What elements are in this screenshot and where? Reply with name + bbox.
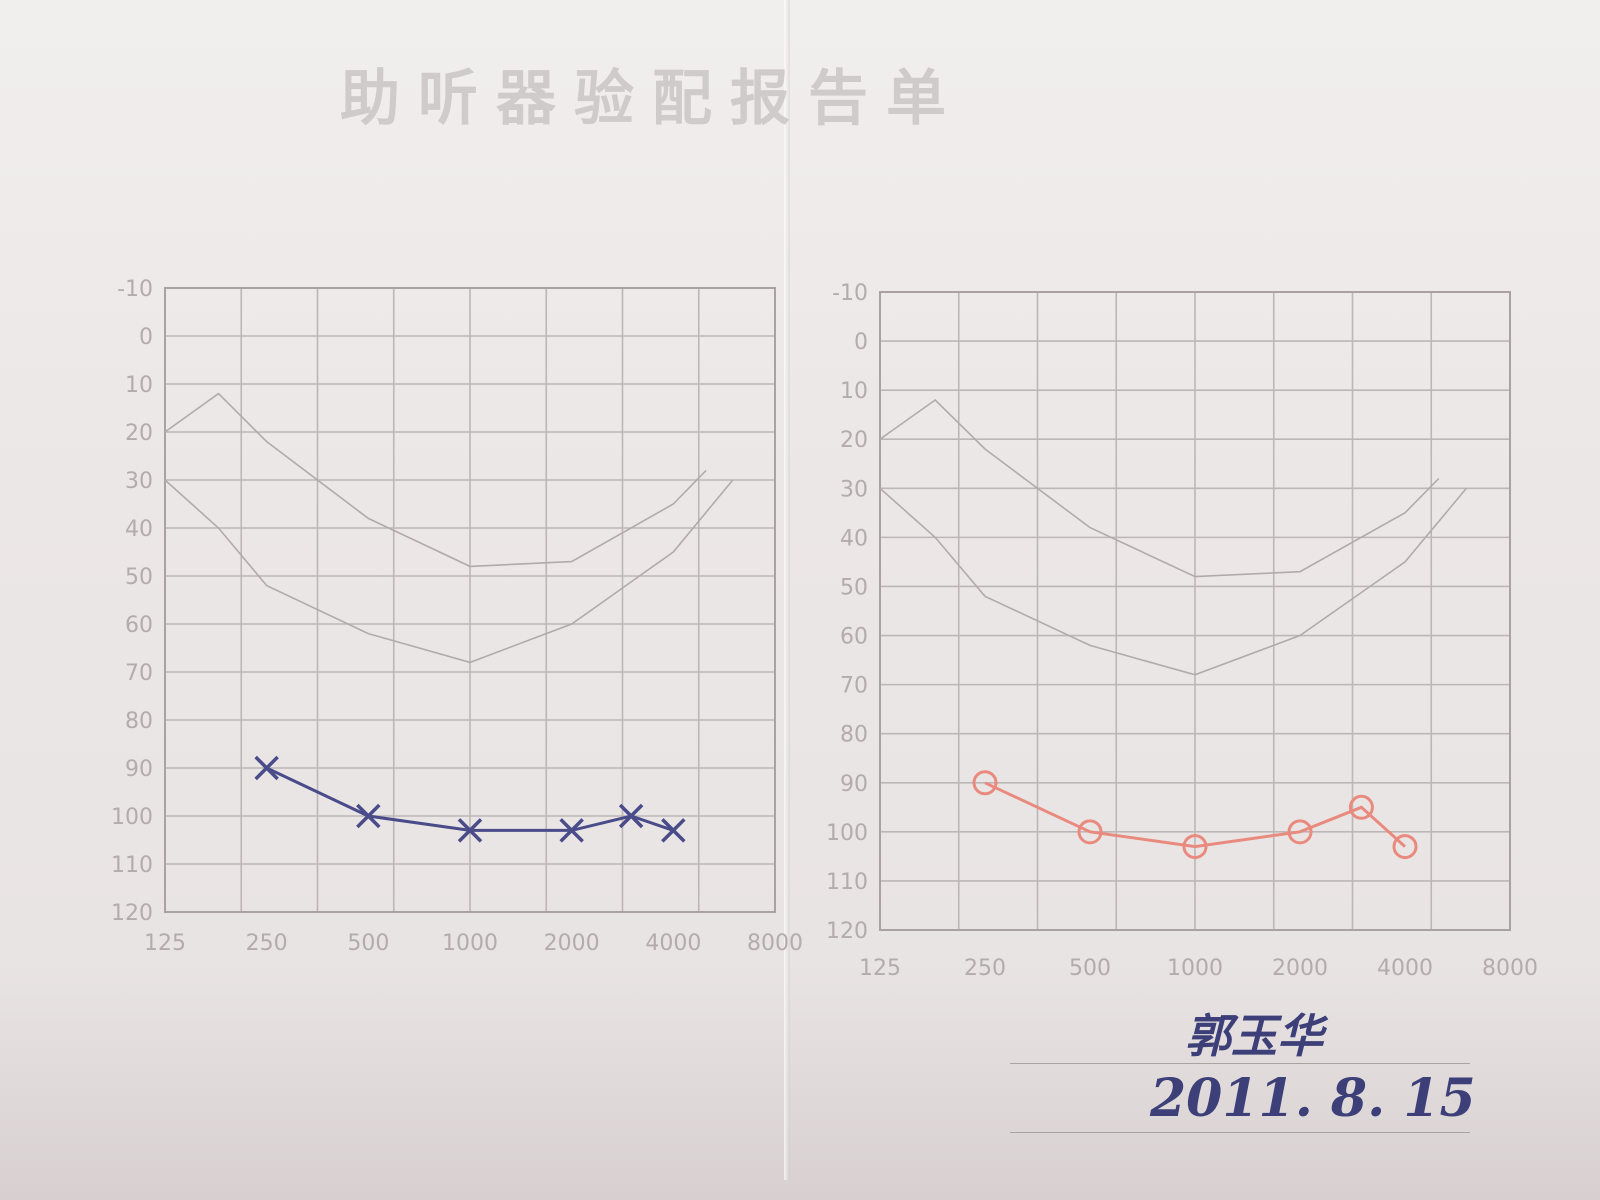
data-point-o xyxy=(972,770,998,796)
y-tick-label: 60 xyxy=(840,625,868,650)
y-tick-label: 80 xyxy=(840,723,868,748)
x-tick-label: 500 xyxy=(347,931,389,956)
data-point-x xyxy=(661,818,686,843)
chart-frame xyxy=(879,291,1511,931)
data-point-x xyxy=(356,803,381,829)
data-point-o xyxy=(1348,794,1374,820)
y-tick-label: 50 xyxy=(840,575,868,600)
x-tick-label: 500 xyxy=(1069,956,1111,981)
y-tick-label: 10 xyxy=(840,379,868,404)
x-tick-label: 4000 xyxy=(1377,956,1433,981)
y-tick-label: 60 xyxy=(125,613,153,638)
x-tick-label: 125 xyxy=(144,931,186,956)
y-tick-label: 70 xyxy=(125,661,153,686)
x-tick-label: 1000 xyxy=(442,931,498,956)
y-tick-label: -10 xyxy=(832,281,868,306)
y-tick-label: 90 xyxy=(840,772,868,797)
y-tick-label: 110 xyxy=(826,870,868,895)
data-point-x xyxy=(457,818,483,843)
y-tick-label: 20 xyxy=(125,421,153,446)
data-point-o xyxy=(1392,834,1418,860)
data-point-o xyxy=(1077,819,1103,845)
reference-curve xyxy=(879,487,1468,676)
data-point-o xyxy=(1287,819,1313,845)
x-tick-label: 2000 xyxy=(1272,956,1328,981)
x-tick-label: 1000 xyxy=(1167,956,1223,981)
y-tick-label: 50 xyxy=(125,565,153,590)
x-tick-label: 4000 xyxy=(645,931,701,956)
y-tick-label: 40 xyxy=(125,517,153,542)
x-tick-label: 2000 xyxy=(544,931,600,956)
y-tick-label: 40 xyxy=(840,526,868,551)
x-tick-label: 125 xyxy=(859,956,901,981)
report-date: 2011. 8. 15 xyxy=(1150,1068,1476,1129)
signature-rule xyxy=(1010,1063,1470,1064)
data-point-x xyxy=(254,755,279,781)
y-tick-label: 120 xyxy=(826,919,868,944)
data-point-x xyxy=(559,818,584,843)
y-tick-label: 120 xyxy=(111,901,153,926)
series-line xyxy=(266,766,674,832)
data-point-o xyxy=(1182,834,1208,860)
y-tick-label: 30 xyxy=(840,477,868,502)
y-tick-label: -10 xyxy=(117,277,153,302)
paper-fold xyxy=(784,0,790,1180)
chart-frame xyxy=(164,287,776,913)
data-point-x xyxy=(618,803,644,829)
y-tick-label: 110 xyxy=(111,853,153,878)
x-tick-label: 8000 xyxy=(1482,956,1538,981)
y-tick-label: 70 xyxy=(840,674,868,699)
y-tick-label: 90 xyxy=(125,757,153,782)
y-tick-label: 30 xyxy=(125,469,153,494)
x-tick-label: 8000 xyxy=(747,931,803,956)
audiologist-signature: 郭玉华 xyxy=(1185,1009,1323,1063)
y-tick-label: 20 xyxy=(840,428,868,453)
y-tick-label: 10 xyxy=(125,373,153,398)
y-tick-label: 100 xyxy=(826,821,868,846)
x-tick-label: 250 xyxy=(964,956,1006,981)
reference-curve xyxy=(164,392,707,568)
date-rule xyxy=(1010,1132,1470,1133)
x-tick-label: 250 xyxy=(246,931,288,956)
y-tick-label: 0 xyxy=(854,330,868,355)
y-tick-label: 80 xyxy=(125,709,153,734)
reference-curve xyxy=(164,479,734,664)
reference-curve xyxy=(879,398,1440,578)
y-tick-label: 0 xyxy=(139,325,153,350)
document-title: 助听器验配报告单 xyxy=(340,64,964,134)
y-tick-label: 100 xyxy=(111,805,153,830)
